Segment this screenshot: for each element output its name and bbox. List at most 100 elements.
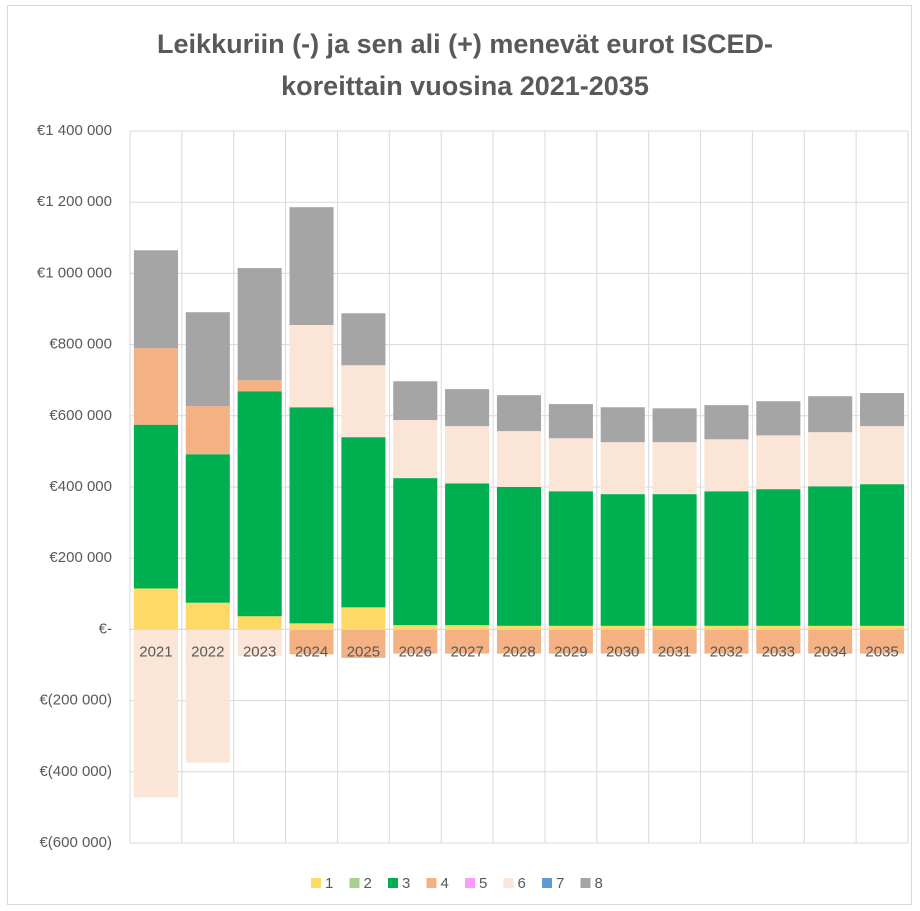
bar-segment — [133, 424, 178, 589]
bar-segment — [133, 348, 178, 425]
bar-segment — [600, 629, 645, 654]
bar-segment — [289, 207, 334, 326]
legend-label: 7 — [556, 875, 564, 892]
bar-segment — [652, 629, 697, 654]
bar-segment — [652, 442, 697, 495]
y-tick-label: €400 000 — [49, 478, 112, 495]
bar-segment — [600, 442, 645, 495]
legend-label: 3 — [402, 875, 410, 892]
x-tick-label: 2031 — [658, 643, 691, 660]
bar-segment — [185, 406, 230, 455]
bar-segment — [652, 494, 697, 626]
bar-segment — [652, 408, 697, 443]
bar-segment — [548, 438, 593, 492]
x-tick-label: 2023 — [243, 643, 276, 660]
y-tick-label: €600 000 — [49, 407, 112, 424]
x-tick-label: 2026 — [399, 643, 432, 660]
bar-segment — [860, 426, 905, 485]
bar-segment — [445, 629, 490, 654]
y-tick-label: €1 200 000 — [37, 193, 112, 210]
chart-title: Leikkuriin (-) ja sen ali (+) menevät eu… — [157, 29, 773, 59]
x-tick-label: 2029 — [554, 643, 587, 660]
bar-segment — [704, 491, 749, 626]
bar-segment — [756, 401, 801, 436]
x-tick-label: 2024 — [295, 643, 328, 660]
legend-swatch — [349, 878, 360, 888]
bar-segment — [185, 312, 230, 407]
y-tick-label: €- — [99, 620, 112, 637]
bar-segment — [860, 484, 905, 626]
bar-segment — [496, 431, 542, 487]
bar-segment — [445, 389, 490, 427]
bar-segment — [548, 625, 593, 630]
bar-segment — [445, 625, 490, 630]
bar-segment — [704, 405, 749, 440]
y-tick-label: €1 000 000 — [37, 264, 112, 281]
legend-swatch — [542, 878, 552, 888]
y-tick-label: €(600 000) — [39, 834, 112, 851]
legend-label: 8 — [595, 875, 603, 892]
legend-label: 1 — [325, 875, 333, 892]
legend-label: 5 — [479, 875, 487, 892]
chart-title: koreittain vuosina 2021-2035 — [281, 71, 649, 101]
bar-segment — [237, 268, 282, 381]
bar-segment — [808, 486, 853, 626]
bar-segment — [808, 629, 853, 654]
y-tick-label: €200 000 — [49, 549, 112, 566]
x-tick-label: 2028 — [502, 643, 535, 660]
bar-segment — [237, 380, 282, 392]
bar-segment — [756, 489, 801, 626]
bar-segment — [393, 420, 438, 479]
bar-segment — [600, 407, 645, 443]
bar-segment — [289, 623, 334, 630]
legend-label: 2 — [364, 875, 372, 892]
bar-segment — [704, 629, 749, 654]
bar-segment — [704, 439, 749, 492]
bar-segment — [860, 393, 905, 427]
bar-segment — [808, 396, 853, 433]
bar-segment — [185, 454, 230, 603]
bar-segment — [289, 407, 334, 624]
x-tick-label: 2035 — [865, 643, 898, 660]
x-tick-label: 2022 — [191, 643, 224, 660]
x-tick-label: 2033 — [762, 643, 795, 660]
legend-swatch — [426, 878, 437, 888]
bar-segment — [237, 391, 282, 617]
bar-segment — [133, 629, 178, 798]
legend-label: 6 — [518, 875, 526, 892]
legend-swatch — [503, 878, 514, 888]
bar-segment — [133, 250, 178, 349]
bar-segment — [860, 625, 905, 630]
legend-swatch — [388, 878, 398, 888]
bar-segment — [600, 625, 645, 630]
bar-segment — [341, 313, 386, 366]
bar-segment — [341, 629, 386, 658]
bar-segment — [756, 629, 801, 654]
bar-segment — [237, 629, 282, 657]
bar-segment — [393, 629, 438, 654]
x-tick-label: 2034 — [814, 643, 847, 660]
x-tick-label: 2027 — [450, 643, 483, 660]
y-tick-label: €800 000 — [49, 336, 112, 353]
bar-segment — [237, 616, 282, 630]
bar-segment — [808, 432, 853, 487]
bar-segment — [496, 395, 542, 432]
y-tick-label: €1 400 000 — [37, 122, 112, 139]
bar-segment — [808, 625, 853, 630]
bar-segment — [393, 625, 438, 630]
bar-segment — [341, 437, 386, 608]
legend-swatch — [580, 878, 591, 888]
bar-segment — [756, 625, 801, 630]
bar-segment — [445, 483, 490, 626]
x-tick-label: 2030 — [606, 643, 639, 660]
bar-segment — [548, 491, 593, 626]
bar-segment — [860, 629, 905, 654]
bar-segment — [393, 478, 438, 626]
y-tick-label: €(200 000) — [39, 692, 112, 709]
x-tick-label: 2025 — [347, 643, 380, 660]
bar-segment — [756, 435, 801, 490]
legend-label: 4 — [441, 875, 449, 892]
bar-segment — [548, 629, 593, 654]
